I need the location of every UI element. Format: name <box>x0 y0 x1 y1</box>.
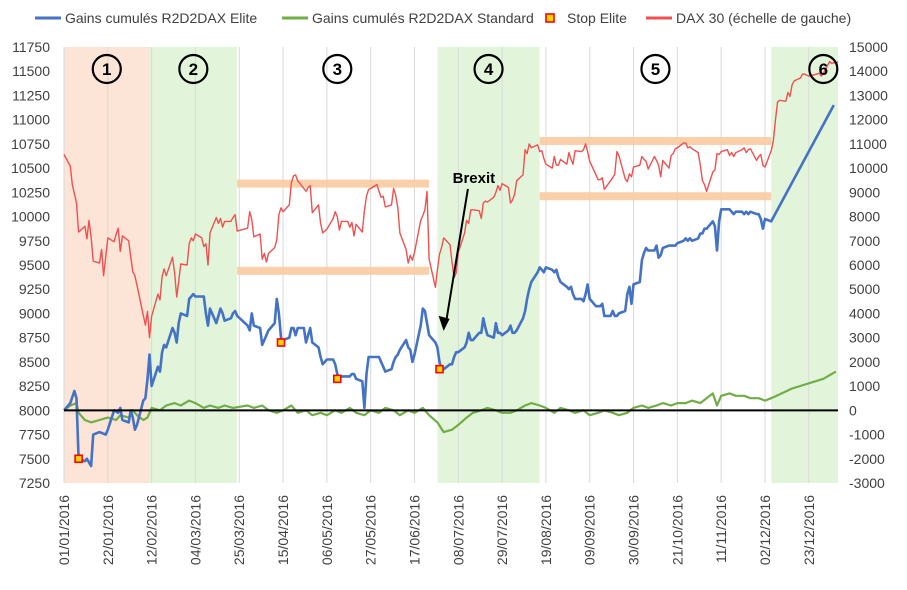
legend-label: Gains cumulés R2D2DAX Standard <box>312 10 534 26</box>
x-tick-label: 27/05/2016 <box>363 495 379 565</box>
legend-label: Gains cumulés R2D2DAX Elite <box>65 10 257 26</box>
phase-marker-4 <box>473 53 504 85</box>
x-tick-label: 22/01/2016 <box>100 495 116 565</box>
left-tick-label: 7500 <box>19 451 50 467</box>
stop-elite-marker <box>74 454 83 464</box>
x-tick-label: 12/02/2016 <box>144 495 160 565</box>
right-tick-label: 2000 <box>849 354 880 370</box>
series-elite-line <box>63 104 835 468</box>
x-tick-label: 25/03/2016 <box>231 495 247 565</box>
right-tick-label: 7000 <box>849 233 880 249</box>
legend-marker-stop-elite <box>545 13 555 23</box>
phase-band-2 <box>149 47 238 483</box>
stop-elite-marker <box>332 374 342 384</box>
brexit-arrow-head <box>438 315 450 331</box>
right-tick-label: 10000 <box>849 160 888 176</box>
right-tick-label: 12000 <box>849 112 888 128</box>
right-tick-label: 8000 <box>849 209 880 225</box>
phase-band-3 <box>237 47 438 483</box>
x-tick-label: 23/12/2016 <box>801 495 817 565</box>
x-tick-label: 15/04/2016 <box>275 495 291 565</box>
right-tick-label: 11000 <box>849 136 887 152</box>
x-tick-label: 01/01/2016 <box>56 495 72 565</box>
phase-label-3: 3 <box>333 60 342 79</box>
left-tick-label: 8000 <box>19 402 50 418</box>
x-tick-label: 02/12/2016 <box>757 495 773 565</box>
phase-marker-5 <box>640 53 671 85</box>
right-tick-label: 1000 <box>849 378 880 394</box>
left-tick-label: 10000 <box>11 209 50 225</box>
legend-label: DAX 30 (échelle de gauche) <box>676 10 851 26</box>
x-tick-label: 09/09/2016 <box>582 495 598 565</box>
phase-marker-2 <box>178 53 209 85</box>
right-tick-label: 14000 <box>849 63 888 79</box>
left-tick-label: 11750 <box>12 39 50 55</box>
right-tick-label: 3000 <box>849 330 880 346</box>
x-tick-label: 11/11/2016 <box>713 495 729 563</box>
brexit-label: Brexit <box>453 170 496 187</box>
legend-label: Stop Elite <box>567 10 627 26</box>
phase-band-5 <box>539 47 772 483</box>
series-standard-line <box>63 370 837 434</box>
right-tick-label: -3000 <box>849 475 885 491</box>
phase-marker-1 <box>91 53 122 85</box>
x-tick-label: 21/10/2016 <box>669 495 685 565</box>
left-tick-label: 7750 <box>19 427 50 443</box>
left-tick-label: 9000 <box>19 305 50 321</box>
left-tick-label: 8750 <box>19 330 50 346</box>
x-tick-label: 29/07/2016 <box>494 495 510 565</box>
left-tick-label: 10250 <box>11 184 50 200</box>
right-tick-label: 4000 <box>849 305 880 321</box>
phase-marker-3 <box>322 53 353 85</box>
stop-elite-marker <box>276 338 286 347</box>
left-tick-label: 11000 <box>12 112 50 128</box>
range-band-1 <box>237 179 430 188</box>
left-tick-label: 9250 <box>19 281 50 297</box>
right-tick-label: 0 <box>849 402 857 418</box>
left-tick-label: 9500 <box>19 257 50 273</box>
left-tick-label: 10500 <box>11 160 50 176</box>
phase-label-5: 5 <box>651 60 660 79</box>
x-tick-label: 17/06/2016 <box>406 495 422 565</box>
left-tick-label: 10750 <box>11 136 50 152</box>
right-tick-label: 9000 <box>849 184 880 200</box>
left-tick-label: 7250 <box>19 475 50 491</box>
x-tick-label: 06/05/2016 <box>319 495 335 565</box>
phase-label-6: 6 <box>819 60 828 79</box>
right-tick-label: -1000 <box>849 427 885 443</box>
range-band-2 <box>539 136 772 145</box>
x-tick-label: 04/03/2016 <box>187 495 203 565</box>
right-tick-label: 15000 <box>849 39 888 55</box>
x-tick-label: 08/07/2016 <box>450 495 466 565</box>
brexit-arrow-line <box>445 188 469 320</box>
left-tick-label: 11250 <box>12 87 50 103</box>
phase-label-4: 4 <box>484 60 494 79</box>
right-tick-label: 13000 <box>849 87 888 103</box>
x-tick-label: 30/09/2016 <box>626 495 642 565</box>
phase-label-1: 1 <box>102 60 111 79</box>
phase-marker-6 <box>808 53 839 85</box>
range-band-1 <box>237 266 430 275</box>
phase-band-6 <box>771 47 838 483</box>
series-dax30-line <box>63 60 839 339</box>
left-tick-label: 8500 <box>19 354 50 370</box>
right-tick-label: -2000 <box>849 451 885 467</box>
phase-label-2: 2 <box>189 60 198 79</box>
right-tick-label: 5000 <box>849 281 880 297</box>
range-band-2 <box>539 192 772 201</box>
right-tick-label: 6000 <box>849 257 880 273</box>
left-tick-label: 9750 <box>19 233 50 249</box>
left-tick-label: 11500 <box>12 63 50 79</box>
left-tick-label: 8250 <box>19 378 50 394</box>
x-tick-label: 19/08/2016 <box>538 495 554 565</box>
stop-elite-marker <box>435 364 444 374</box>
